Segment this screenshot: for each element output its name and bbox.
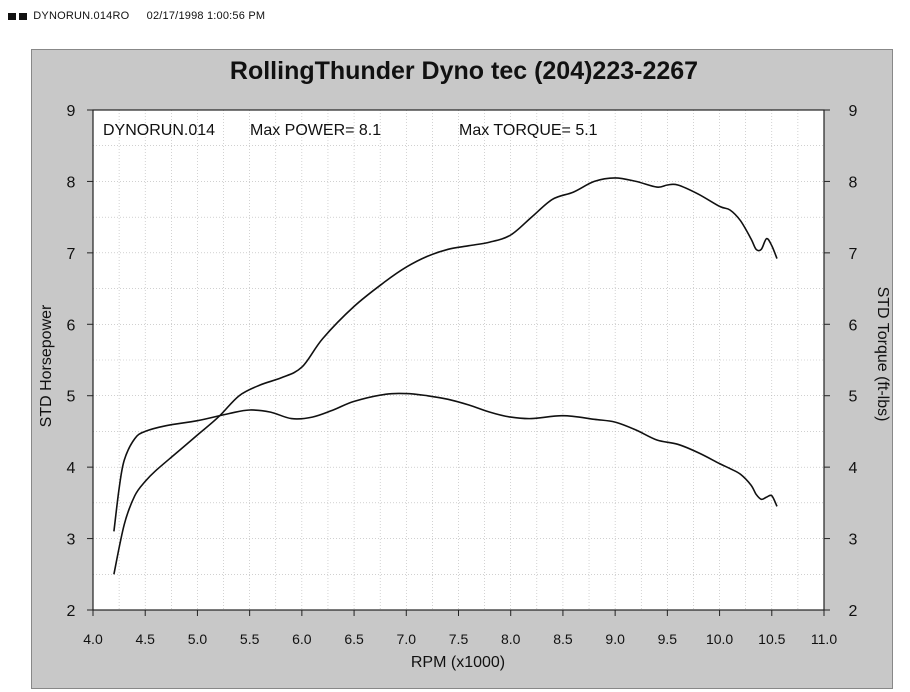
y-tick-label-left: 9 [67,103,76,120]
chart-title: RollingThunder Dyno tec (204)223-2267 [230,57,698,85]
y-tick-label-right: 4 [849,460,858,477]
header-filename: DYNORUN.014RO [33,10,130,22]
x-tick-label: 10.0 [706,631,733,647]
y-tick-label-right: 9 [849,103,858,120]
x-axis-label: RPM (x1000) [411,654,505,671]
y-tick-label-right: 8 [849,174,858,191]
x-tick-label: 11.0 [811,631,837,647]
y-tick-label-left: 4 [67,460,76,477]
x-tick-label: 10.5 [758,631,785,647]
torque-curve [113,392,778,532]
x-tick-label: 8.0 [501,631,521,647]
x-tick-label: 6.5 [344,631,364,647]
x-tick-label: 8.5 [553,631,573,647]
run-label: DYNORUN.014 [103,122,215,139]
x-tick-label: 7.0 [397,631,417,647]
y-tick-label-right: 2 [849,603,858,620]
grid [92,109,825,611]
y-axis-label-left: STD Horsepower [38,304,55,427]
x-tick-label: 7.5 [449,631,469,647]
x-axis-ticks: 4.0 4.5 5.0 5.5 6.0 6.5 7.0 7.5 8.0 8.5 9.0 9.5 10.0… [83,610,837,647]
x-tick-label: 5.5 [240,631,260,647]
x-tick-label: 6.0 [292,631,312,647]
y-axis-ticks: 2 2 3 3 4 4 5 5 6 6 7 7 8 8 9 9 [67,103,858,620]
y-tick-label-left: 3 [67,532,76,549]
x-tick-label: 4.0 [83,631,103,647]
y-tick-label-left: 5 [67,389,76,406]
y-tick-label-left: 7 [67,246,76,263]
y-tick-label-right: 6 [849,317,858,334]
y-tick-label-left: 8 [67,174,76,191]
horsepower-curve [113,177,778,575]
x-tick-label: 9.0 [605,631,625,647]
header-mark-icon [19,12,27,20]
y-tick-label-left: 2 [67,603,76,620]
y-tick-label-right: 7 [849,246,858,263]
max-power-label: Max POWER= 8.1 [250,122,381,139]
y-tick-label-left: 6 [67,317,76,334]
header-datetime: 02/17/1998 1:00:56 PM [146,10,266,22]
series-group [113,177,778,575]
y-axis-label-right: STD Torque (ft-lbs) [874,287,891,422]
max-torque-label: Max TORQUE= 5.1 [459,122,598,139]
x-tick-label: 4.5 [135,631,155,647]
report-header: DYNORUN.014RO 02/17/1998 1:00:56 PM [8,10,265,22]
x-tick-label: 9.5 [658,631,678,647]
x-tick-label: 5.0 [188,631,208,647]
header-mark-icon [8,12,16,20]
y-tick-label-right: 3 [849,532,858,549]
y-tick-label-right: 5 [849,389,858,406]
